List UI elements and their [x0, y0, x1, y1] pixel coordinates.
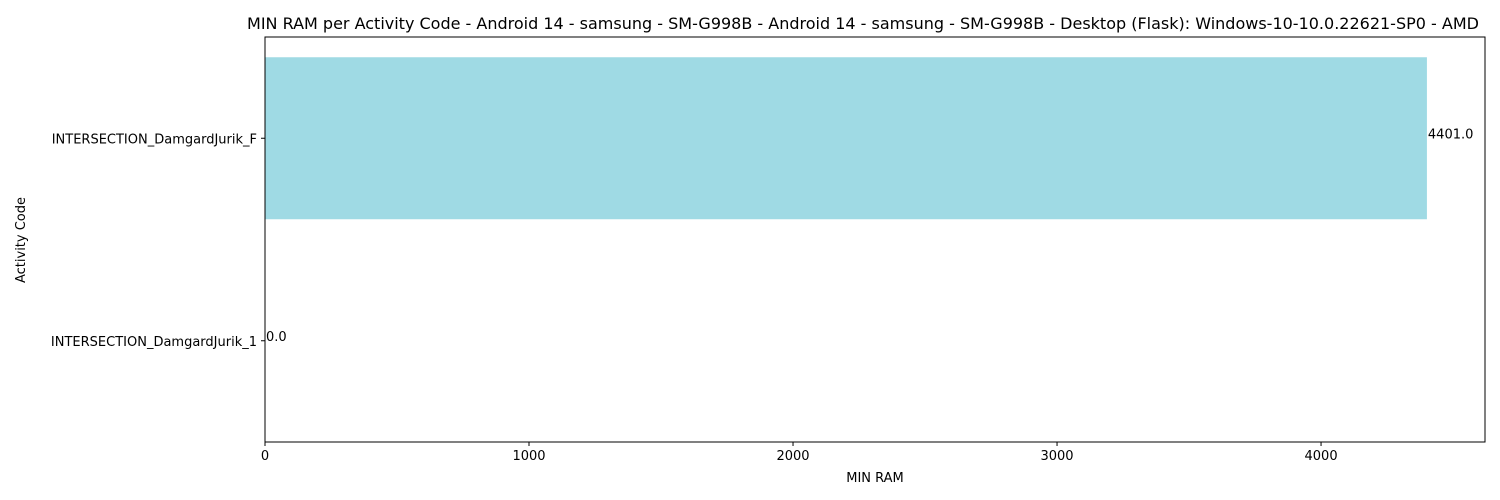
y-axis-label: Activity Code [14, 197, 29, 283]
y-axis: INTERSECTION_DamgardJurik_F INTERSECTION_… [51, 132, 265, 350]
x-tick-label-1: 0 [261, 449, 269, 464]
x-axis: 0 1000 2000 3000 4000 [261, 442, 1338, 464]
x-tick-label-2: 1000 [512, 449, 545, 464]
x-tick-label-4: 3000 [1040, 449, 1073, 464]
chart-title: MIN RAM per Activity Code - Android 14 -… [247, 14, 1479, 33]
y-tick-label-1: INTERSECTION_DamgardJurik_F [52, 132, 257, 147]
x-axis-label: MIN RAM [846, 471, 904, 486]
bars-layer [265, 57, 1427, 220]
x-tick-label-3: 2000 [776, 449, 809, 464]
plot-frame [264, 36, 1486, 443]
bar-1 [265, 57, 1427, 220]
bar-value-label-2: 0.0 [266, 330, 287, 345]
data-labels-layer: 4401.0 0.0 [266, 127, 1473, 345]
x-tick-label-5: 4000 [1305, 449, 1338, 464]
bar-value-label-1: 4401.0 [1428, 127, 1474, 142]
y-tick-label-2: INTERSECTION_DamgardJurik_1 [51, 335, 257, 350]
